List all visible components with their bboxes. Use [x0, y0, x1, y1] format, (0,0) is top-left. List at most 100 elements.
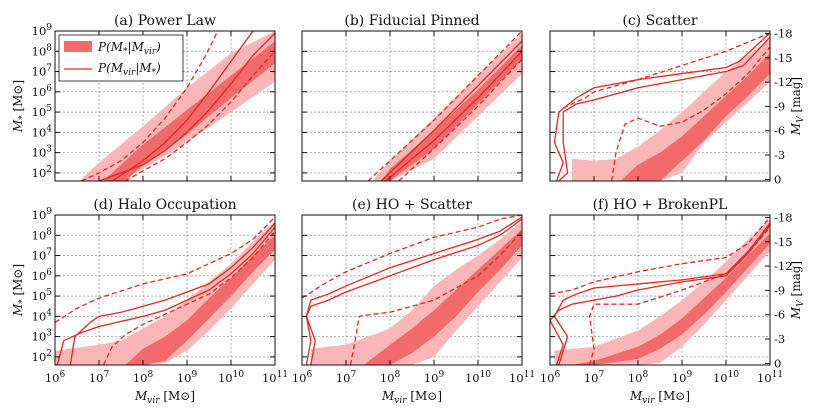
contour-solid-lower — [385, 50, 522, 181]
x-tick-label: 1011 — [757, 370, 783, 385]
band-inner — [125, 235, 275, 365]
mv-tick-label: -9 — [774, 283, 785, 297]
contour-dashed-lower — [102, 230, 275, 365]
panel-title: (e) HO + Scatter — [352, 197, 472, 213]
x-axis-label: Mvir [M⊙] — [381, 389, 442, 406]
contour-solid-lower — [558, 36, 770, 181]
y-tick-label: 103 — [32, 145, 53, 160]
legend-label-band: P(M*|Mvir) — [97, 40, 161, 57]
y-tick-label: 106 — [32, 84, 53, 99]
y-tick-label: 102 — [32, 349, 52, 364]
y-tick-label: 107 — [32, 64, 53, 79]
panel-title: (d) Halo Occupation — [93, 197, 236, 213]
y-tick-label: 109 — [32, 207, 53, 222]
panel-title: (b) Fiducial Pinned — [344, 13, 479, 29]
contour-solid-lower — [550, 224, 770, 365]
contour-dashed-upper — [302, 215, 522, 299]
y-tick-label: 103 — [32, 329, 53, 344]
band-inner — [572, 233, 770, 365]
band-inner — [103, 41, 275, 181]
x-tick-label: 108 — [628, 370, 649, 385]
panel-title: (a) Power Law — [114, 13, 216, 29]
mv-tick-label: -18 — [774, 210, 793, 224]
panel-2: (b) Fiducial Pinned — [301, 13, 523, 182]
y-tick-label: 108 — [32, 43, 53, 58]
contour-dashed-lower — [125, 50, 275, 181]
x-tick-label: 106 — [45, 370, 66, 385]
y-tick-label: 106 — [32, 268, 53, 283]
y-tick-label: 107 — [32, 248, 53, 263]
mv-tick-label: -15 — [774, 51, 793, 65]
x-tick-label: 108 — [133, 370, 154, 385]
contour-dashed-lower — [349, 230, 522, 365]
contour-dashed-upper — [550, 216, 770, 295]
x-axis-label: Mvir [M⊙] — [134, 389, 195, 406]
panel-title: (c) Scatter — [622, 13, 698, 29]
x-tick-label: 109 — [177, 370, 198, 385]
x-tick-label: 1010 — [465, 370, 491, 385]
y-tick-label: 109 — [32, 23, 53, 38]
plot-frame — [301, 30, 523, 182]
contour-dashed-upper — [562, 32, 770, 109]
legend-label-line: P(Mvir|M*) — [97, 61, 161, 78]
mv-tick-label: -9 — [774, 99, 785, 113]
x-tick-label: 109 — [424, 370, 445, 385]
plot-frame — [54, 30, 276, 182]
mv-tick-label: 0 — [774, 356, 781, 370]
y-axis-label-right: MV [mag] — [789, 261, 806, 320]
y-tick-label: 104 — [32, 124, 53, 139]
y-tick-label: 105 — [32, 104, 53, 119]
mv-tick-label: -6 — [774, 124, 785, 138]
mv-tick-label: 0 — [774, 172, 781, 186]
mv-tick-label: -6 — [774, 308, 785, 322]
contour-solid-upper — [380, 40, 522, 181]
contour-dashed-lower — [588, 226, 770, 365]
y-axis-label-right: MV [mag] — [789, 77, 806, 136]
contour-dashed-upper — [55, 216, 275, 323]
band-inner — [620, 53, 770, 181]
contour-dashed-upper — [367, 31, 522, 181]
plot-frame — [301, 214, 523, 366]
contour-solid-lower — [56, 226, 275, 365]
plot-frame — [54, 214, 276, 366]
contour-solid-lower — [305, 218, 522, 365]
contour-solid-upper — [553, 32, 770, 181]
y-axis-label: M* [M⊙] — [11, 80, 28, 133]
x-axis-label: Mvir [M⊙] — [629, 389, 690, 406]
panel-3: 0 -3 -6 -9 -12 -15 -18 MV [mag] (c) Scatter — [549, 13, 806, 186]
x-tick-label: 107 — [89, 370, 110, 385]
mv-tick-label: -12 — [774, 259, 793, 273]
contour-dashed-upper — [81, 31, 219, 181]
panel-4: 106 107 108 109 1010 1011 102 103 104 105 106 107 10… — [11, 197, 288, 406]
x-tick-label: 1011 — [262, 370, 288, 385]
mv-tick-label: -3 — [774, 332, 785, 346]
x-tick-label: 107 — [336, 370, 357, 385]
mv-tick-label: -3 — [774, 148, 785, 162]
mv-tick-label: -15 — [774, 235, 793, 249]
contour-solid-upper — [111, 31, 254, 181]
panel-5: 106 107 108 109 1010 1011 (e) HO + Scatter Mvir… — [292, 197, 535, 406]
contour-solid-lower — [98, 32, 275, 181]
mv-tick-label: -18 — [774, 26, 793, 40]
y-axis-label: M* [M⊙] — [11, 264, 28, 317]
x-tick-label: 106 — [540, 370, 561, 385]
legend-band-swatch — [64, 41, 92, 52]
y-tick-label: 102 — [32, 165, 52, 180]
panel-1: 102 103 104 105 106 107 108 109 (a) Power Law M* … — [11, 13, 276, 182]
contour-dashed-lower — [610, 46, 770, 181]
contour-solid-upper — [305, 216, 522, 365]
x-tick-label: 1010 — [713, 370, 739, 385]
contour-solid-upper — [69, 222, 275, 365]
legend: P(M*|Mvir) P(Mvir|M*) — [58, 34, 184, 82]
x-tick-label: 1011 — [509, 370, 535, 385]
y-tick-label: 104 — [32, 308, 53, 323]
x-tick-label: 108 — [380, 370, 401, 385]
x-tick-label: 106 — [292, 370, 313, 385]
y-tick-label: 105 — [32, 288, 53, 303]
mv-tick-label: -12 — [774, 75, 793, 89]
panel-title: (f) HO + BrokenPL — [593, 197, 728, 213]
y-tick-label: 108 — [32, 227, 53, 242]
x-tick-label: 1010 — [218, 370, 244, 385]
